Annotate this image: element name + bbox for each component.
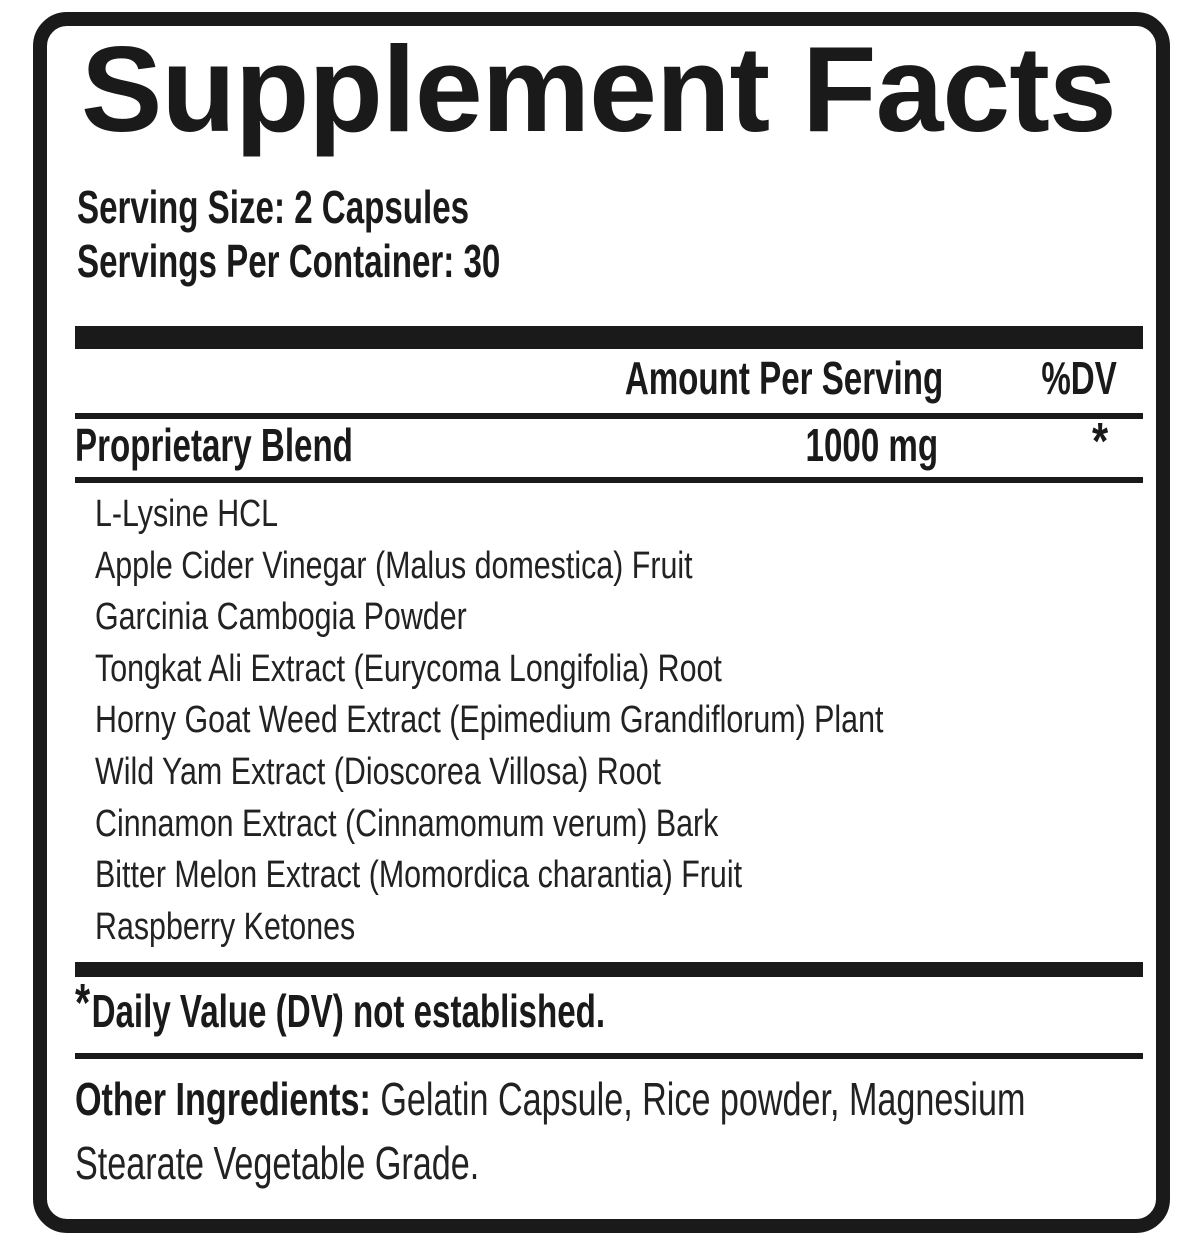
footnote-rule: [75, 1053, 1143, 1059]
proprietary-blend-dv-marker: *: [1091, 413, 1108, 471]
servings-per-container-text: Servings Per Container: 30: [77, 235, 501, 287]
ingredient-item: Tongkat Ali Extract (Eurycoma Longifolia…: [95, 647, 722, 690]
ingredient-item: L-Lysine HCL: [95, 493, 279, 535]
ingredient-item: Wild Yam Extract (Dioscorea Villosa) Roo…: [95, 750, 661, 793]
footnote-asterisk: *: [75, 973, 91, 1033]
other-ingredients-text: Gelatin Capsule, Rice powder, Magnesium …: [75, 1073, 1026, 1189]
ingredient-item: Apple Cider Vinegar (Malus domestica) Fr…: [95, 544, 693, 587]
footnote-text: Daily Value (DV) not established.: [91, 985, 606, 1037]
top-thick-divider: [75, 326, 1143, 349]
ingredient-item: Raspberry Ketones: [95, 905, 356, 948]
ingredient-item: Bitter Melon Extract (Momordica charanti…: [95, 854, 743, 897]
header-rule: [75, 413, 1143, 419]
amount-per-serving-header: Amount Per Serving: [624, 352, 943, 404]
ingredient-item: Cinnamon Extract (Cinnamomum verum) Bark: [95, 802, 719, 845]
ingredient-list: L-Lysine HCL Apple Cider Vinegar (Malus …: [95, 489, 1081, 953]
proprietary-blend-amount: 1000 mg: [805, 419, 938, 471]
serving-size-text: Serving Size: 2 Capsules: [77, 181, 470, 233]
ingredient-item: Horny Goat Weed Extract (Epimedium Grand…: [95, 699, 884, 742]
panel-title: Supplement Facts: [81, 21, 1117, 157]
proprietary-blend-name: Proprietary Blend: [75, 419, 353, 471]
bottom-thick-divider: [75, 962, 1143, 977]
other-ingredients-paragraph: Other Ingredients: Gelatin Capsule, Rice…: [75, 1067, 1143, 1195]
ingredient-item: Garcinia Cambogia Powder: [95, 596, 467, 639]
daily-value-footnote: *Daily Value (DV) not established.: [75, 975, 606, 1039]
percent-dv-header: %DV: [1041, 352, 1117, 404]
other-ingredients-label: Other Ingredients:: [75, 1073, 371, 1125]
blend-rule: [75, 477, 1143, 483]
supplement-facts-panel: Supplement Facts Serving Size: 2 Capsule…: [33, 12, 1170, 1233]
